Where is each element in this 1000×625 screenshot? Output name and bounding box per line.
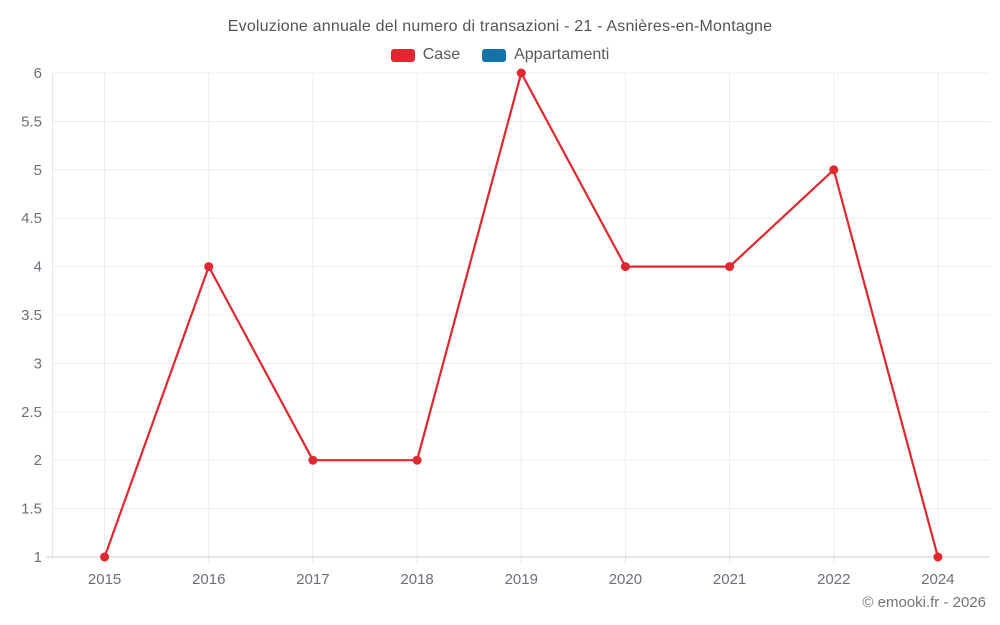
y-axis-label: 1.5 <box>21 501 42 518</box>
x-axis-label: 2021 <box>713 571 746 588</box>
y-axis-label: 4 <box>34 259 42 276</box>
x-axis-label: 2019 <box>505 571 538 588</box>
x-axis-label: 2017 <box>296 571 329 588</box>
legend: Case Appartamenti <box>0 46 1000 64</box>
data-point-case-2022[interactable] <box>829 165 839 175</box>
data-point-case-2017[interactable] <box>308 455 318 465</box>
y-axis-label: 2 <box>34 452 42 469</box>
y-axis-label: 6 <box>34 65 42 82</box>
y-axis-label: 3 <box>34 355 42 372</box>
chart-title: Evoluzione annuale del numero di transaz… <box>227 18 773 35</box>
y-axis-label: 5 <box>34 162 42 179</box>
x-axis-label: 2016 <box>192 571 225 588</box>
case-series-swatch-icon <box>390 48 415 62</box>
legend-item-appartamenti[interactable]: Appartamenti <box>482 46 609 64</box>
legend-label-appartamenti: Appartamenti <box>514 46 610 63</box>
data-point-case-2021[interactable] <box>725 262 735 272</box>
x-axis-label: 2022 <box>817 571 850 588</box>
data-point-case-2024[interactable] <box>933 552 943 562</box>
y-axis-label: 5.5 <box>21 113 42 130</box>
y-axis-label: 1 <box>34 549 42 566</box>
data-point-case-2015[interactable] <box>100 552 110 562</box>
x-axis-label: 2015 <box>88 571 121 588</box>
data-point-case-2016[interactable] <box>204 262 214 272</box>
legend-item-case[interactable]: Case <box>390 46 461 64</box>
y-axis-label: 3.5 <box>21 307 42 324</box>
copyright-text: © emooki.fr - 2026 <box>862 594 986 611</box>
appartamenti-series-swatch-icon <box>482 48 507 62</box>
data-point-case-2019[interactable] <box>516 68 526 78</box>
x-axis-label: 2018 <box>400 571 433 588</box>
y-axis-label: 2.5 <box>21 404 42 421</box>
y-axis-label: 4.5 <box>21 210 42 227</box>
legend-label-case: Case <box>422 46 461 63</box>
data-point-case-2018[interactable] <box>412 455 422 465</box>
x-axis-label: 2024 <box>921 571 954 588</box>
data-point-case-2020[interactable] <box>620 262 630 272</box>
x-axis-label: 2020 <box>609 571 642 588</box>
